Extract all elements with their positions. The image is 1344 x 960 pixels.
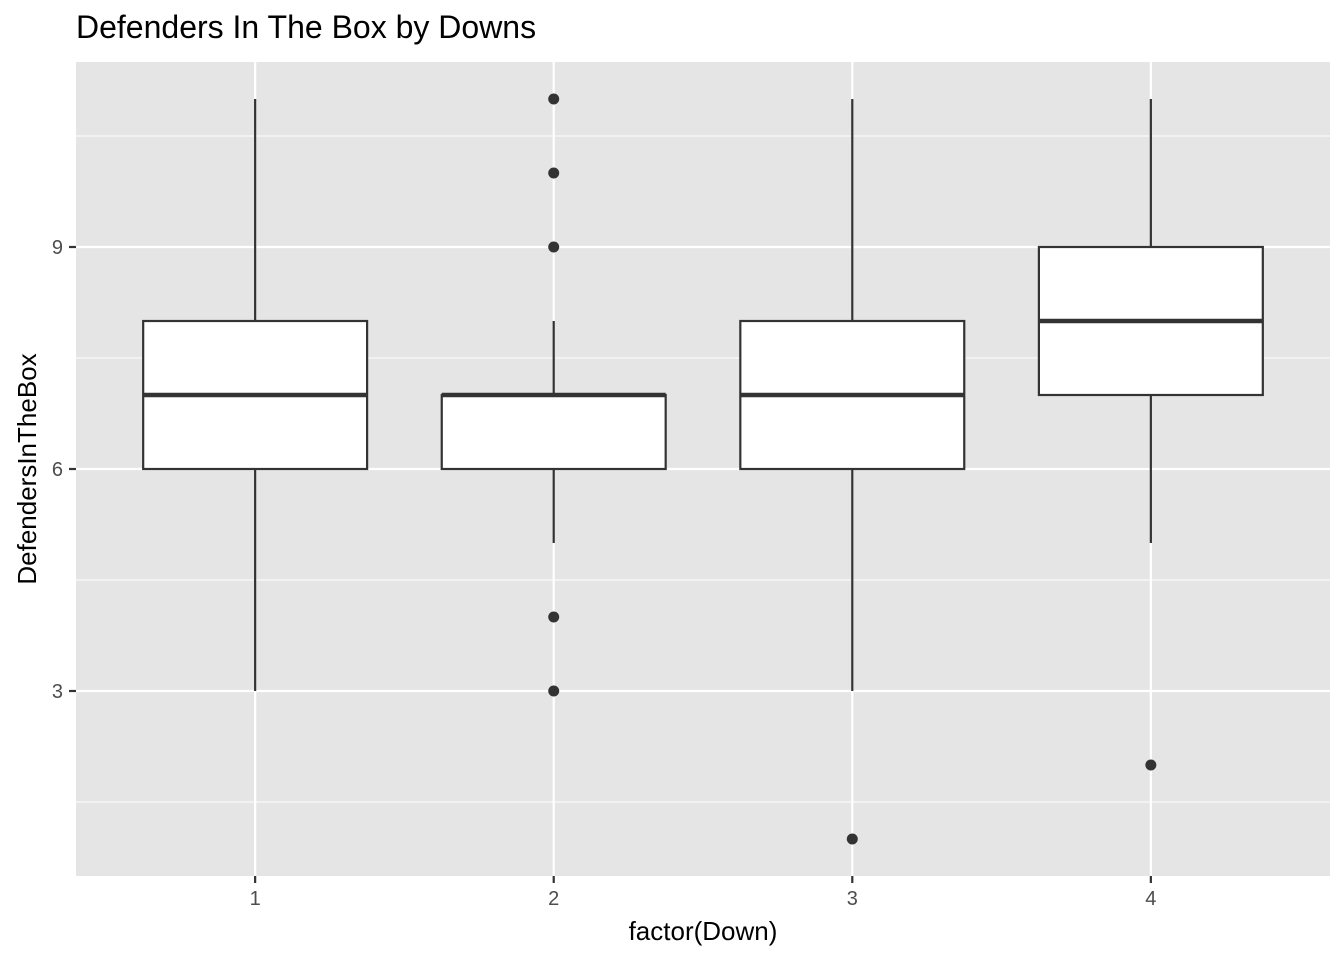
box-1 [142,99,369,691]
box-iqr [440,393,667,471]
box-2 [440,93,667,697]
y-tick-label: 3 [52,681,63,703]
chart-title: Defenders In The Box by Downs [76,9,536,45]
outlier-point [548,93,560,105]
outlier-point [548,611,560,623]
outlier-point [1145,759,1157,771]
x-tick-label: 3 [847,888,858,910]
outlier-point [548,241,560,253]
y-axis-title: DefendersInTheBox [12,353,42,584]
box-3 [739,99,966,845]
y-tick-label: 9 [52,237,63,259]
outlier-point [548,167,560,179]
x-tick-label: 4 [1145,888,1156,910]
x-axis-title: factor(Down) [629,916,778,946]
boxes [142,93,1264,845]
x-axis: 1 2 3 4 [250,876,1156,910]
y-tick-label: 6 [52,459,63,481]
x-tick-label: 2 [548,888,559,910]
box-4 [1037,99,1264,771]
y-axis: 3 6 9 [52,237,76,703]
outlier-point [548,685,560,697]
x-tick-label: 1 [250,888,261,910]
outlier-point [846,833,858,845]
